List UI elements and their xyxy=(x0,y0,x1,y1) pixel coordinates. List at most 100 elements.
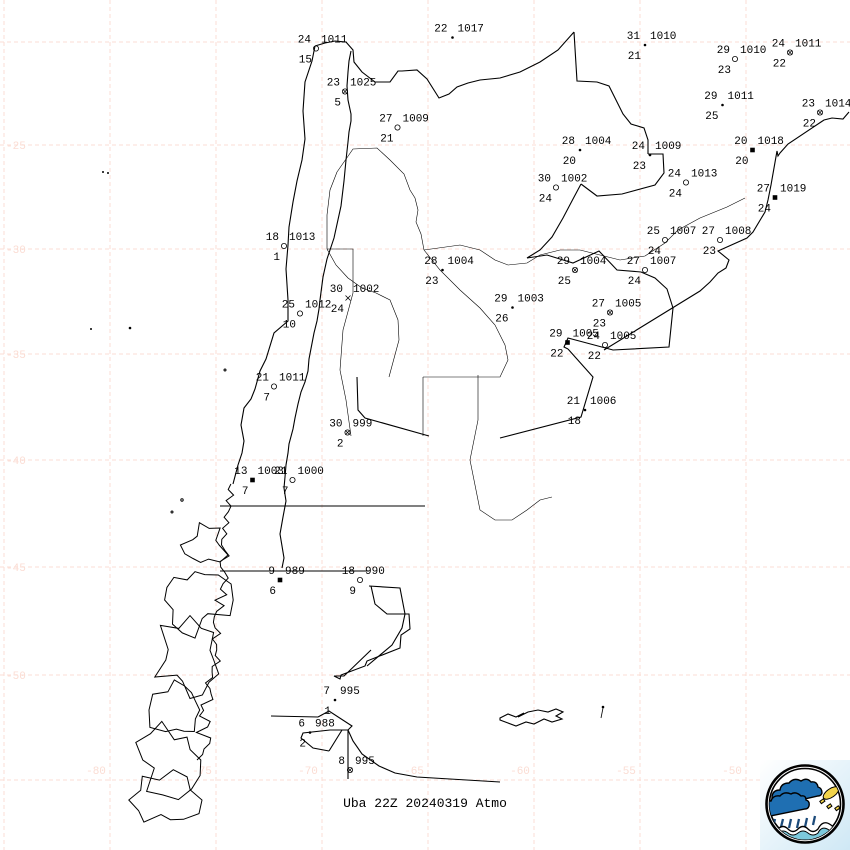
svg-text:1004: 1004 xyxy=(585,136,612,148)
svg-text:24: 24 xyxy=(539,194,553,206)
svg-text:18: 18 xyxy=(342,566,355,578)
svg-text:25: 25 xyxy=(705,111,718,123)
svg-text:7: 7 xyxy=(282,486,289,498)
svg-text:1011: 1011 xyxy=(795,39,822,51)
svg-text:24: 24 xyxy=(772,39,786,51)
svg-text:25: 25 xyxy=(558,276,571,288)
svg-text:1003: 1003 xyxy=(518,294,544,306)
svg-text:6: 6 xyxy=(269,586,276,598)
svg-text:31: 31 xyxy=(627,31,641,43)
svg-text:29: 29 xyxy=(557,256,570,268)
svg-text:989: 989 xyxy=(285,566,305,578)
svg-text:28: 28 xyxy=(424,256,437,268)
svg-text:1011: 1011 xyxy=(321,35,348,47)
svg-text:1014: 1014 xyxy=(825,99,850,111)
svg-text:-50: -50 xyxy=(6,671,26,683)
svg-text:1018: 1018 xyxy=(758,136,784,148)
svg-text:1009: 1009 xyxy=(403,114,429,126)
svg-text:1019: 1019 xyxy=(780,184,806,196)
svg-text:-45: -45 xyxy=(6,563,26,575)
svg-text:20: 20 xyxy=(735,156,748,168)
svg-text:18: 18 xyxy=(568,416,581,428)
svg-text:24: 24 xyxy=(668,169,682,181)
svg-text:9: 9 xyxy=(349,586,356,598)
svg-text:30: 30 xyxy=(538,174,551,186)
svg-text:21: 21 xyxy=(380,134,394,146)
svg-text:-60: -60 xyxy=(510,766,530,778)
svg-text:23: 23 xyxy=(802,99,815,111)
svg-text:1005: 1005 xyxy=(610,331,636,343)
svg-text:15: 15 xyxy=(299,55,312,67)
svg-text:1011: 1011 xyxy=(279,373,306,385)
svg-text:27: 27 xyxy=(592,299,605,311)
svg-text:21: 21 xyxy=(628,51,642,63)
svg-text:21: 21 xyxy=(567,396,581,408)
svg-text:29: 29 xyxy=(494,294,507,306)
svg-text:23: 23 xyxy=(718,65,731,77)
svg-text:995: 995 xyxy=(340,686,360,698)
svg-text:1005: 1005 xyxy=(615,299,641,311)
svg-text:22: 22 xyxy=(434,24,447,36)
svg-text:-75: -75 xyxy=(192,766,212,778)
svg-text:1009: 1009 xyxy=(655,141,681,153)
svg-text:6: 6 xyxy=(298,719,305,731)
svg-text:24: 24 xyxy=(298,35,312,47)
svg-text:27: 27 xyxy=(757,184,770,196)
svg-text:1004: 1004 xyxy=(580,256,607,268)
svg-text:1013: 1013 xyxy=(691,169,717,181)
svg-text:23: 23 xyxy=(633,161,646,173)
svg-text:-55: -55 xyxy=(616,766,636,778)
svg-text:1002: 1002 xyxy=(561,174,587,186)
svg-text:9: 9 xyxy=(268,566,275,578)
svg-text:10: 10 xyxy=(283,320,296,332)
svg-text:24: 24 xyxy=(758,204,772,216)
svg-text:22: 22 xyxy=(588,351,601,363)
svg-text:30: 30 xyxy=(329,419,342,431)
svg-text:7: 7 xyxy=(263,393,270,405)
svg-text:24: 24 xyxy=(628,276,642,288)
svg-text:29: 29 xyxy=(704,91,717,103)
svg-text:999: 999 xyxy=(353,419,373,431)
svg-text:18: 18 xyxy=(266,232,279,244)
svg-text:26: 26 xyxy=(495,314,508,326)
svg-text:7: 7 xyxy=(242,486,249,498)
svg-text:23: 23 xyxy=(425,276,438,288)
svg-text:1: 1 xyxy=(324,706,331,718)
svg-text:1007: 1007 xyxy=(670,226,696,238)
svg-text:-35: -35 xyxy=(6,350,26,362)
svg-text:22: 22 xyxy=(773,59,786,71)
svg-text:25: 25 xyxy=(282,300,295,312)
svg-text:1008: 1008 xyxy=(725,226,751,238)
svg-text:-70: -70 xyxy=(298,766,318,778)
svg-text:1013: 1013 xyxy=(289,232,315,244)
svg-text:13: 13 xyxy=(234,466,247,478)
svg-text:1010: 1010 xyxy=(740,45,766,57)
svg-text:8: 8 xyxy=(338,756,345,768)
svg-text:1010: 1010 xyxy=(650,31,676,43)
svg-text:27: 27 xyxy=(627,256,640,268)
svg-text:1006: 1006 xyxy=(590,396,616,408)
svg-text:27: 27 xyxy=(702,226,715,238)
svg-text:1: 1 xyxy=(273,252,280,264)
svg-text:20: 20 xyxy=(734,136,747,148)
svg-text:24: 24 xyxy=(632,141,646,153)
svg-text:-40: -40 xyxy=(6,456,26,468)
svg-text:23: 23 xyxy=(703,246,716,258)
svg-text:27: 27 xyxy=(379,114,392,126)
svg-text:29: 29 xyxy=(549,329,562,341)
svg-text:2: 2 xyxy=(337,439,344,451)
svg-text:-30: -30 xyxy=(6,245,26,257)
svg-text:24: 24 xyxy=(587,331,601,343)
svg-text:21: 21 xyxy=(274,466,288,478)
svg-text:24: 24 xyxy=(669,189,683,201)
svg-text:1002: 1002 xyxy=(353,284,379,296)
svg-text:5: 5 xyxy=(334,98,341,110)
svg-text:Uba 22Z 20240319 Atmo: Uba 22Z 20240319 Atmo xyxy=(343,796,507,811)
svg-text:1012: 1012 xyxy=(305,300,331,312)
svg-text:1004: 1004 xyxy=(448,256,475,268)
svg-text:1017: 1017 xyxy=(458,24,484,36)
svg-text:28: 28 xyxy=(562,136,575,148)
svg-text:24: 24 xyxy=(331,304,345,316)
svg-text:29: 29 xyxy=(717,45,730,57)
svg-text:1007: 1007 xyxy=(650,256,676,268)
